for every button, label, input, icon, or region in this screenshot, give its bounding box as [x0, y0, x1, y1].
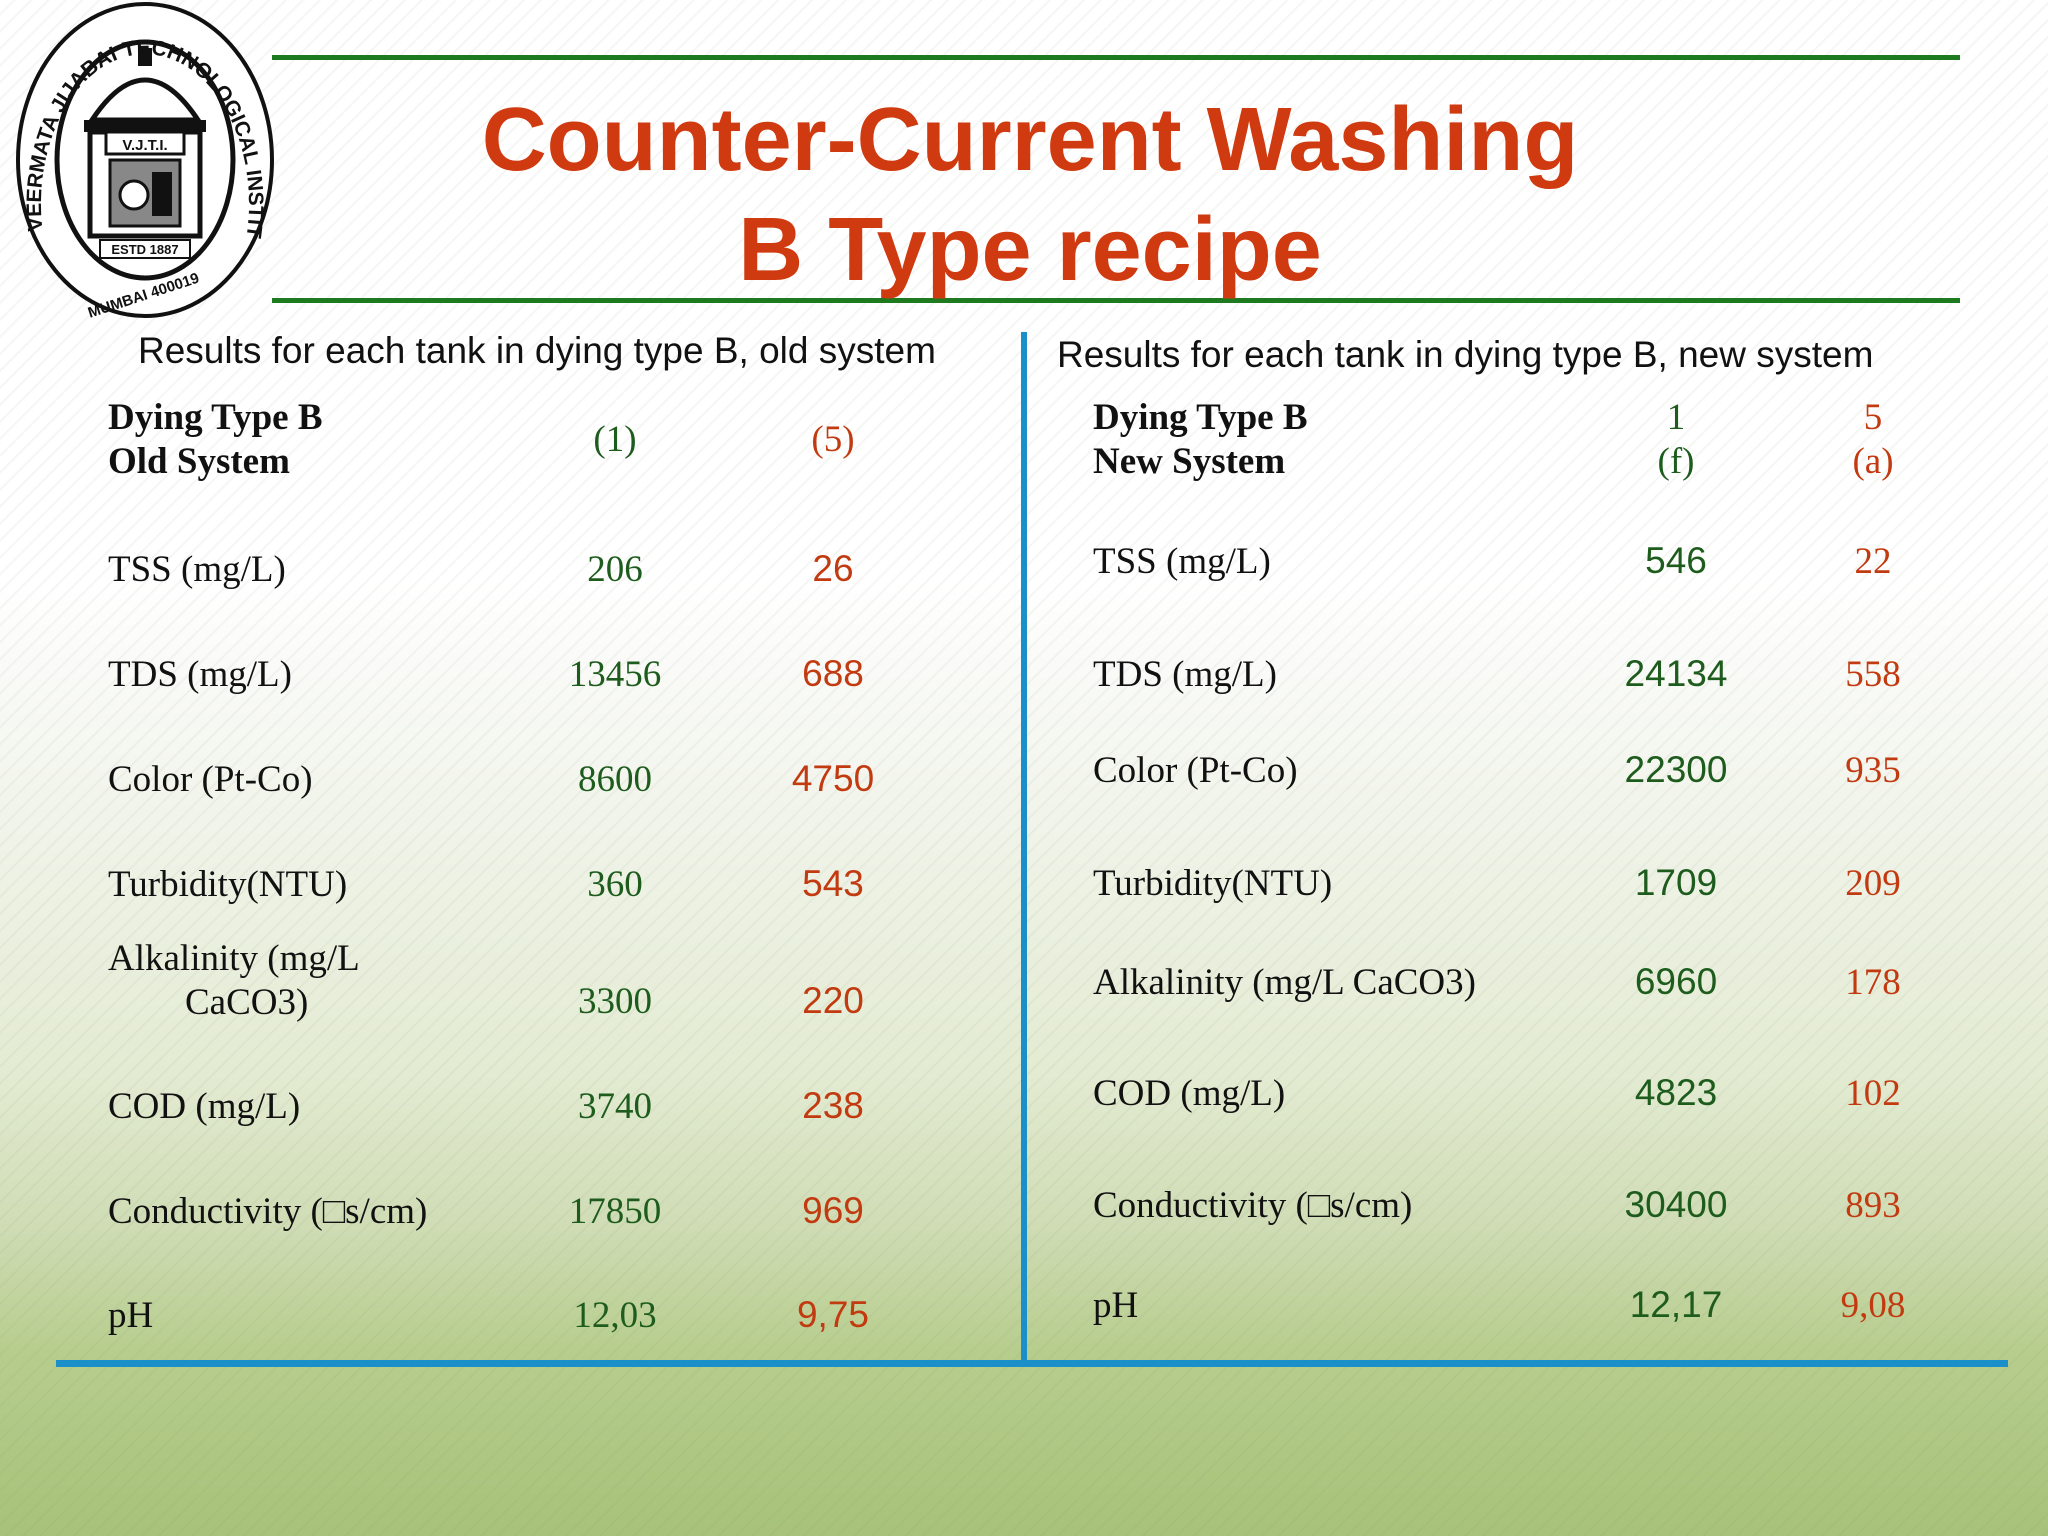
right-row-label: COD (mg/L)	[1093, 1073, 1286, 1114]
right-row-v1: 4823	[1634, 1072, 1718, 1113]
right-row-v1: 22300	[1624, 749, 1728, 790]
right-header-line1: Dying Type B	[1093, 397, 1308, 438]
left-row-v2: 969	[802, 1190, 864, 1231]
left-row-label-cont: CaCO3)	[185, 982, 309, 1023]
right-row-label: TSS (mg/L)	[1093, 541, 1271, 582]
right-col1-line2: (f)	[1657, 441, 1695, 482]
right-row-v2: 102	[1845, 1073, 1901, 1114]
right-col2-line1: 5	[1863, 397, 1883, 438]
right-row-v2: 22	[1854, 541, 1892, 582]
right-row-v2: 558	[1845, 654, 1901, 695]
right-row-v2: 178	[1845, 962, 1901, 1003]
right-row-v1: 24134	[1624, 653, 1728, 694]
left-row-label: Color (Pt-Co)	[108, 759, 313, 800]
left-row-v2: 9,75	[796, 1294, 869, 1335]
svg-text:ESTD 1887: ESTD 1887	[111, 242, 178, 257]
right-col1-line1: 1	[1666, 397, 1686, 438]
right-row-label: Alkalinity (mg/L CaCO3)	[1093, 962, 1476, 1003]
right-row-v2: 935	[1845, 750, 1901, 791]
right-col2-header: 5 (a)	[1798, 396, 1948, 484]
right-header-label: Dying Type B New System	[1093, 396, 1308, 484]
right-row-v2: 9,08	[1840, 1285, 1906, 1326]
right-row-v1: 546	[1645, 540, 1707, 581]
left-row-v1: 3740	[578, 1086, 652, 1127]
left-row-v1: 206	[587, 549, 643, 590]
left-header-line1: Dying Type B	[108, 397, 323, 438]
right-header-line2: New System	[1093, 441, 1286, 482]
vertical-divider	[1021, 332, 1027, 1363]
right-row-v1: 30400	[1624, 1184, 1728, 1225]
left-row-v1: 8600	[578, 759, 652, 800]
right-col1-header: 1 (f)	[1601, 396, 1751, 484]
left-row-label: COD (mg/L)	[108, 1086, 301, 1127]
left-header-line2: Old System	[108, 441, 290, 482]
left-row-v2: 4750	[791, 758, 875, 799]
left-row-v1: 360	[587, 864, 643, 905]
left-col1-header: (1)	[593, 419, 637, 460]
left-row-label: Alkalinity (mg/L	[108, 938, 360, 979]
right-row-label: Turbidity(NTU)	[1093, 863, 1333, 904]
right-row-label: pH	[1093, 1285, 1139, 1326]
left-row-label: Turbidity(NTU)	[108, 864, 348, 905]
right-row-v1: 6960	[1634, 961, 1718, 1002]
title-top-rule	[272, 55, 1960, 60]
left-header-label: Dying Type B Old System	[108, 396, 323, 484]
left-caption: Results for each tank in dying type B, o…	[138, 330, 936, 371]
left-row-v2: 26	[812, 548, 854, 589]
bottom-divider	[56, 1360, 2008, 1367]
right-row-label: TDS (mg/L)	[1093, 654, 1277, 695]
slide-title-line2: B Type recipe	[738, 200, 1322, 300]
left-row-label: pH	[108, 1295, 154, 1336]
left-row-v2: 688	[802, 653, 864, 694]
left-row-v2: 220	[802, 980, 864, 1021]
slide-title-line1: Counter-Current Washing	[481, 90, 1579, 190]
left-row-v2: 543	[802, 863, 864, 904]
right-row-v2: 209	[1845, 863, 1901, 904]
right-row-v1: 1709	[1634, 862, 1718, 903]
right-row-label: Color (Pt-Co)	[1093, 750, 1298, 791]
left-col2-header: (5)	[811, 419, 855, 460]
left-row-v1: 12,03	[573, 1295, 657, 1336]
left-row-v1: 17850	[568, 1191, 662, 1232]
institute-logo: VEERMATA JIJABAI TECHNOLOGICAL INSTITUTE…	[14, 0, 274, 320]
left-row-label: TSS (mg/L)	[108, 549, 286, 590]
right-caption: Results for each tank in dying type B, n…	[1057, 334, 1874, 375]
left-row-v2: 238	[802, 1085, 864, 1126]
svg-text:V.J.T.I.: V.J.T.I.	[122, 137, 167, 154]
left-row-v1: 13456	[568, 654, 662, 695]
left-row-label: TDS (mg/L)	[108, 654, 292, 695]
left-row-v1: 3300	[578, 981, 652, 1022]
right-col2-line2: (a)	[1852, 441, 1894, 482]
right-row-v2: 893	[1845, 1185, 1901, 1226]
title-bottom-rule	[272, 298, 1960, 303]
right-row-label: Conductivity (□s/cm)	[1093, 1185, 1413, 1226]
left-row-label: Conductivity (□s/cm)	[108, 1191, 428, 1232]
right-row-v1: 12,17	[1629, 1284, 1723, 1325]
